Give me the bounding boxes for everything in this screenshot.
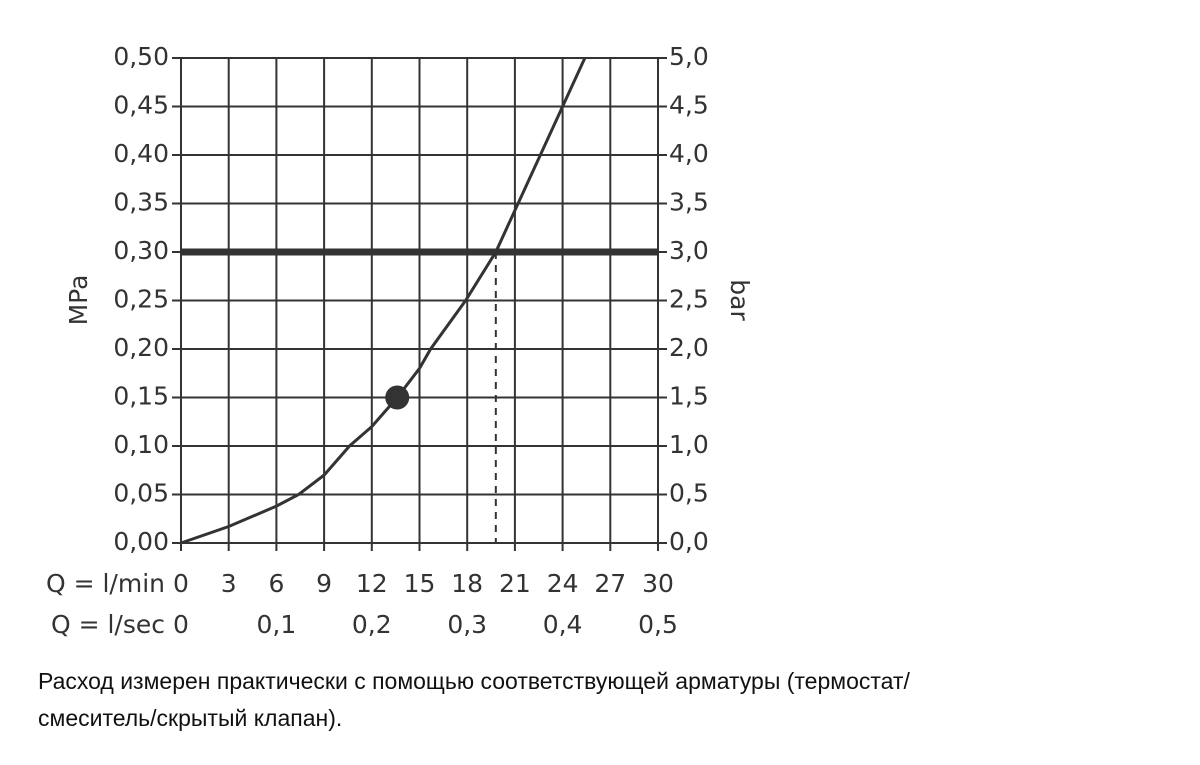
x2-tick-label: 0,5	[638, 610, 678, 639]
x-tick-label: 9	[316, 569, 332, 598]
x2-tick-label: 0	[173, 610, 189, 639]
y-tick-label: 0,35	[113, 188, 169, 217]
y-tick-label: 0,10	[113, 430, 169, 459]
y2-tick-label: 1,5	[669, 382, 709, 411]
plot-frame	[180, 57, 659, 544]
x-tick-label: 30	[642, 569, 674, 598]
y-tick-label: 0,20	[113, 333, 169, 362]
x2-tick-label: 0,4	[543, 610, 583, 639]
x2-tick-label: 0,2	[352, 610, 392, 639]
y2-tick-label: 0,5	[669, 479, 709, 508]
y-axis-label: MPa	[64, 275, 93, 326]
x-tick-label: 18	[451, 569, 483, 598]
x2-axis-label: Q = l/sec	[51, 610, 165, 639]
y2-tick-label: 5,0	[669, 42, 709, 71]
curve	[180, 57, 587, 545]
y2-tick-label: 4,5	[669, 91, 709, 120]
x-tick-label: 15	[404, 569, 436, 598]
marker-point	[385, 385, 410, 410]
y2-tick-label: 3,0	[669, 236, 709, 265]
x-tick-label: 27	[594, 569, 626, 598]
y-tick-label: 0,15	[113, 382, 169, 411]
y-tick-label: 0,00	[113, 527, 169, 556]
y-tick-label: 0,40	[113, 139, 169, 168]
caption-line: Расход измерен практически с помощью соо…	[38, 668, 910, 694]
x-tick-label: 21	[499, 569, 531, 598]
x-axis-label: Q = l/min	[46, 569, 165, 598]
y-tick-label: 0,25	[113, 285, 169, 314]
y2-tick-label: 0,0	[669, 527, 709, 556]
x-tick-label: 0	[173, 569, 189, 598]
x-tick-label: 24	[547, 569, 579, 598]
x2-tick-label: 0,3	[447, 610, 487, 639]
y-tick-label: 0,05	[113, 479, 169, 508]
x-tick-label: 12	[356, 569, 388, 598]
y-tick-label: 0,50	[113, 42, 169, 71]
y-tick-label: 0,30	[113, 236, 169, 265]
x-tick-label: 6	[268, 569, 284, 598]
y-tick-label: 0,45	[113, 91, 169, 120]
y2-tick-label: 2,0	[669, 333, 709, 362]
x2-tick-label: 0,1	[257, 610, 297, 639]
x-tick-label: 3	[221, 569, 237, 598]
y2-tick-label: 2,5	[669, 285, 709, 314]
y2-tick-label: 4,0	[669, 139, 709, 168]
y2-axis-label: bar	[725, 279, 754, 321]
caption-line: смеситель/скрытый клапан).	[38, 705, 342, 731]
y2-tick-label: 3,5	[669, 188, 709, 217]
y2-tick-label: 1,0	[669, 430, 709, 459]
